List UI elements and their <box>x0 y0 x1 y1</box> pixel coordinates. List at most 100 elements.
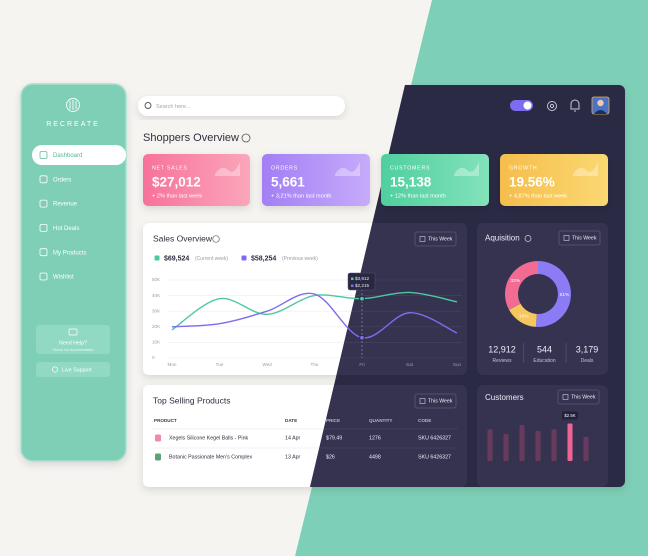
donut-segment <box>504 261 538 310</box>
section-title: Shoppers Overview <box>143 132 239 144</box>
bar <box>519 425 525 461</box>
hover-dot <box>359 334 365 341</box>
card-change: + 4,87% than last week <box>509 193 567 199</box>
segment-label: 51% <box>560 292 570 298</box>
week-button-label: This Week <box>572 236 597 242</box>
x-tick-label: Thu <box>311 362 319 367</box>
week-button[interactable] <box>558 230 601 246</box>
search-bar[interactable] <box>138 96 345 116</box>
stat-card <box>500 154 608 206</box>
card-sparkline <box>335 162 360 176</box>
menu-icon <box>39 199 48 208</box>
support-button[interactable] <box>36 362 110 377</box>
sidebar <box>20 83 127 462</box>
content: RECREATE Dashboard Orders Revenue Hot Deals M… <box>32 96 608 487</box>
menu-item[interactable]: Revenue <box>53 202 78 208</box>
card-label: CUSTOMERS <box>390 165 430 171</box>
stat-value: 544 <box>537 344 552 354</box>
donut-segment <box>509 303 537 327</box>
card-title: Top Selling Products <box>153 395 231 405</box>
help-circle <box>524 235 532 242</box>
card-change: + 12% than last month <box>390 193 446 199</box>
bar <box>583 437 589 461</box>
series-line <box>171 291 458 331</box>
stat-card <box>262 154 370 206</box>
x-tick-label: Tue <box>216 362 224 367</box>
help-text: Check our documentation <box>53 348 94 352</box>
tooltip-swatch <box>351 284 354 287</box>
brand: RECREATE <box>46 121 100 128</box>
y-tick-label: 10K <box>152 340 161 345</box>
week-button-label: This Week <box>428 237 453 243</box>
table-cell: 13 Apr <box>285 454 301 460</box>
table-cell: 4498 <box>369 454 381 460</box>
y-tick-label: 0 <box>152 355 155 360</box>
menu-item[interactable]: Wishlist <box>53 275 74 281</box>
support-icon <box>52 366 58 373</box>
menu-item[interactable]: My Products <box>53 250 86 256</box>
y-tick-label: 40K <box>152 293 161 298</box>
card-value: 5,661 <box>271 175 305 190</box>
stat-card <box>381 154 489 206</box>
table-header: PRODUCT <box>154 418 177 423</box>
notification-icon[interactable] <box>570 99 580 112</box>
card-title: Sales Overview <box>153 233 213 243</box>
table-cell: SKU 6426327 <box>418 454 451 460</box>
card-change: + 2% than last week <box>152 193 202 199</box>
logo <box>66 98 80 112</box>
menu-item[interactable]: Dashboard <box>53 153 82 159</box>
card-title: Aquisition <box>485 234 520 243</box>
calendar-icon <box>419 236 426 242</box>
table-cell: Botanic Passionate Men's Complex <box>169 454 253 460</box>
tooltip <box>347 272 376 291</box>
settings-icon[interactable] <box>547 101 557 111</box>
week-button[interactable] <box>557 389 600 405</box>
avatar-body <box>594 110 607 114</box>
product-icon <box>155 453 161 461</box>
y-tick-label: 20K <box>152 324 161 329</box>
segment-label: 33% <box>510 278 520 284</box>
stat-value: 12,912 <box>488 344 516 354</box>
week-button[interactable] <box>414 231 457 247</box>
product-icon <box>155 434 161 442</box>
legend-swatch <box>154 255 160 261</box>
toggle-knob <box>523 101 532 110</box>
card-sparkline <box>215 162 240 176</box>
menu-icon <box>39 175 48 184</box>
card-sparkline <box>454 162 479 176</box>
card-value: $27,012 <box>152 175 201 190</box>
table-header: CODE <box>418 418 431 423</box>
card-change: + 3,21% than last month <box>271 193 331 199</box>
bar-tooltip <box>562 411 578 420</box>
tooltip-value: $3,912 <box>355 276 369 281</box>
card-value: 15,138 <box>390 175 432 190</box>
search-placeholder: Search here... <box>156 104 191 110</box>
card-value: 19.56% <box>509 175 555 190</box>
bar <box>567 423 573 461</box>
customers-card-dark <box>477 385 608 487</box>
x-tick-label: Sun <box>453 362 462 367</box>
menu-icon <box>39 151 48 159</box>
card-sparkline <box>573 162 598 176</box>
menu-icon <box>39 223 48 232</box>
table-cell: $79.49 <box>326 435 342 441</box>
legend-swatch <box>241 255 247 261</box>
table-header: QUANTITY <box>369 418 392 423</box>
stat-label: Education <box>533 358 555 364</box>
stat-label: Reviews <box>493 358 512 364</box>
legend-total: $69,524 <box>164 255 189 262</box>
card-label: GROWTH <box>509 165 537 171</box>
menu-item[interactable]: Orders <box>53 177 71 183</box>
card-title: Customers <box>485 393 524 402</box>
stat-label: Deals <box>581 358 594 364</box>
tooltip-swatch <box>351 277 354 280</box>
help-icon <box>68 328 78 336</box>
menu-item[interactable]: Hot Deals <box>53 226 79 232</box>
week-button-label: This Week <box>571 395 596 401</box>
week-button[interactable] <box>414 393 457 409</box>
legend-name: (Previous week) <box>282 256 318 262</box>
table-cell: SKU 6426327 <box>418 435 451 441</box>
bar <box>551 429 557 461</box>
